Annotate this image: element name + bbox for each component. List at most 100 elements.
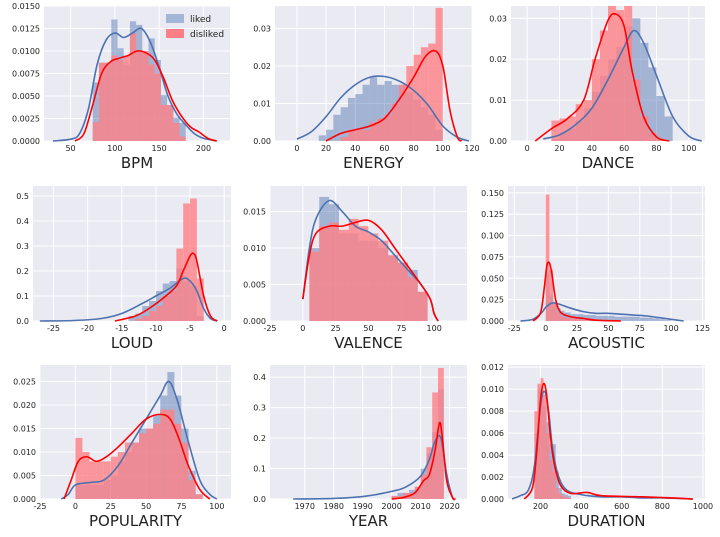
liked-hist-bar: [658, 319, 665, 321]
disliked-hist-bar: [309, 251, 320, 321]
liked-hist-bar: [333, 114, 341, 141]
subplot-duration: 0.000 0.002 0.004 0.006 0.008 0.010 0.012 200 40…: [481, 363, 713, 530]
x-tick-label: 0: [543, 324, 548, 333]
disliked-hist-bar: [358, 226, 369, 321]
y-tick-label: 0.01: [489, 96, 507, 105]
x-tick-label: 80: [651, 144, 661, 153]
disliked-hist-bar: [591, 59, 600, 141]
y-tick-label: 0.0125: [12, 25, 40, 34]
x-tick-label: 75: [396, 324, 406, 333]
disliked-hist-bar: [409, 492, 415, 499]
x-tick-label: 75: [176, 502, 186, 511]
y-tick-label: 0.010: [481, 385, 504, 394]
y-tick-label: 0.006: [481, 429, 504, 438]
disliked-hist-bar: [92, 122, 99, 141]
x-tick-label: 200: [196, 144, 211, 153]
y-tick-label: 0.3: [16, 242, 29, 251]
liked-hist-bar: [555, 471, 559, 499]
disliked-hist-bar: [340, 137, 348, 141]
y-tick-label: 0.01: [253, 100, 271, 109]
disliked-hist-bar: [559, 118, 568, 141]
x-tick-label: 120: [464, 144, 479, 153]
legend-label-disliked: disliked: [190, 30, 224, 40]
disliked-hist-bar: [551, 120, 560, 141]
liked-hist-bar: [142, 306, 150, 321]
disliked-hist-bar: [329, 222, 339, 321]
disliked-kde-line: [74, 50, 217, 142]
disliked-hist-bar: [111, 55, 118, 141]
legend-label-liked: liked: [190, 15, 211, 25]
disliked-hist-bar: [420, 47, 429, 141]
x-tick-label: 0: [300, 324, 305, 333]
disliked-hist-bar: [420, 474, 427, 499]
y-tick-label: 0.0025: [12, 115, 40, 124]
disliked-hist-bar: [160, 409, 168, 499]
disliked-hist-bar: [555, 488, 559, 499]
x-tick-label: 2000: [381, 502, 401, 511]
y-tick-label: 0.0075: [12, 70, 40, 79]
y-tick-label: 0.010: [13, 448, 36, 457]
disliked-hist-bar: [369, 122, 378, 141]
x-tick-label: 60: [379, 144, 389, 153]
liked-hist-bar: [377, 84, 385, 141]
x-tick-label: 200: [533, 502, 548, 511]
x-tick-label: 800: [655, 502, 670, 511]
x-tick-label: 0: [525, 144, 530, 153]
y-tick-label: 0.0000: [12, 137, 40, 146]
subplot-bpm: 0.0000 0.0025 0.0050 0.0075 0.0100 0.0125 0.01…: [12, 2, 230, 172]
liked-kde-line: [520, 302, 684, 322]
y-tick-label: 0.02: [253, 62, 271, 71]
disliked-hist-bar: [537, 383, 541, 499]
y-tick-label: 0.0100: [12, 47, 40, 56]
disliked-hist-bar: [142, 51, 149, 141]
disliked-hist-bar: [417, 291, 428, 321]
x-tick-label: -25: [508, 324, 521, 333]
subplot-loud: 0.0 0.1 0.2 0.3 0.4 0.5 -25 -20 -15 -10 -5 0 LOUD: [16, 186, 231, 352]
y-tick-label: 0.005: [13, 471, 36, 480]
y-tick-label: 0.00: [489, 137, 507, 146]
disliked-hist-bar: [136, 51, 143, 141]
disliked-hist-bar: [169, 291, 177, 321]
y-tick-label: 0.075: [481, 253, 504, 262]
y-tick-label: 0.5: [16, 192, 29, 201]
disliked-hist-bar: [564, 496, 568, 499]
disliked-hist-bar: [435, 7, 443, 141]
liked-hist-bar: [326, 129, 334, 141]
x-tick-label: 2010: [410, 502, 430, 511]
x-axis-label: BPM: [121, 154, 153, 172]
disliked-hist-bar: [398, 262, 408, 321]
disliked-kde-line: [391, 421, 456, 501]
disliked-kde-line: [325, 49, 463, 142]
x-axis-label: DURATION: [567, 512, 645, 530]
disliked-hist-bar: [549, 460, 553, 499]
liked-hist-bar: [656, 96, 665, 141]
disliked-hist-bar: [558, 493, 562, 499]
disliked-hist-bar: [355, 129, 363, 141]
y-tick-label: 0.150: [481, 189, 504, 198]
disliked-hist-bar: [146, 428, 154, 499]
x-tick-label: -25: [33, 502, 46, 511]
x-tick-label: 1990: [353, 502, 373, 511]
disliked-hist-bar: [155, 306, 163, 321]
y-tick-label: 0.005: [243, 281, 266, 290]
liked-kde-line: [39, 277, 218, 322]
liked-hist-bar: [384, 81, 392, 141]
disliked-hist-bar: [142, 316, 150, 321]
disliked-hist-bar: [123, 55, 130, 141]
liked-hist-bar: [608, 315, 615, 321]
disliked-hist-bar: [319, 226, 330, 321]
disliked-hist-bar: [553, 303, 557, 321]
x-tick-label: -5: [186, 324, 194, 333]
y-tick-label: 0.004: [481, 451, 504, 460]
disliked-hist-bar: [167, 105, 174, 141]
x-tick-label: 1000: [693, 502, 713, 511]
x-tick-label: 75: [635, 324, 645, 333]
disliked-hist-bar: [190, 198, 197, 321]
x-tick-label: -25: [47, 324, 60, 333]
x-tick-label: 600: [614, 502, 629, 511]
liked-hist-bar: [639, 317, 647, 321]
disliked-hist-bar: [391, 495, 398, 499]
liked-hist-bar: [558, 488, 562, 499]
liked-hist-bar: [318, 135, 327, 141]
x-tick-label: 100: [209, 502, 224, 511]
